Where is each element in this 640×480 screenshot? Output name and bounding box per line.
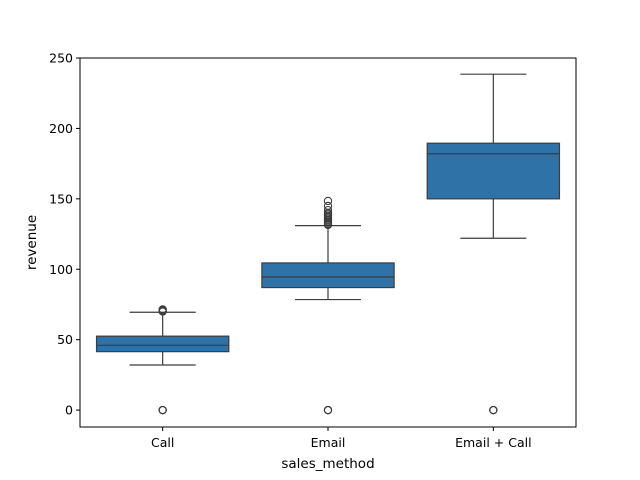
x-tick-label: Email + Call: [455, 435, 531, 450]
outlier-point: [489, 405, 498, 415]
box-email-call: [426, 73, 561, 415]
box-call: [95, 305, 230, 415]
x-axis: Call Email Email + Call: [151, 427, 532, 450]
outlier-point: [158, 305, 167, 314]
iqr-box: [426, 142, 561, 200]
x-axis-label: sales_method: [281, 456, 374, 472]
x-tick-label: Call: [151, 435, 174, 450]
outlier-point: [323, 405, 333, 415]
box-email: [261, 196, 395, 415]
outlier-point: [323, 205, 333, 215]
y-tick-label: 200: [49, 121, 73, 136]
y-tick-label: 250: [49, 51, 73, 66]
plot-area: [95, 73, 561, 415]
iqr-box: [95, 335, 230, 353]
x-tick-label: Email: [311, 435, 346, 450]
y-tick-label: 150: [49, 191, 73, 206]
y-axis-label: revenue: [24, 215, 40, 270]
y-tick-label: 100: [49, 262, 73, 277]
y-tick-label: 50: [57, 332, 73, 347]
y-axis: 0 50 100 150 200 250: [49, 51, 80, 418]
outlier-point: [323, 196, 333, 206]
outlier-point: [158, 405, 167, 415]
y-tick-label: 0: [65, 403, 73, 418]
outlier-point: [323, 201, 333, 211]
iqr-box: [261, 262, 395, 289]
